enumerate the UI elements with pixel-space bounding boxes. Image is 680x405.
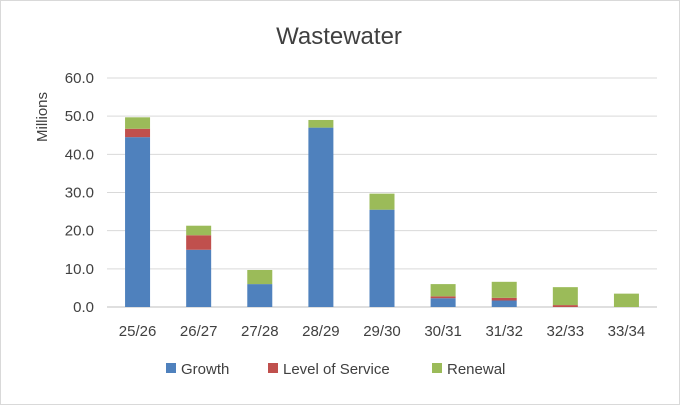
y-tick-label: 20.0 — [65, 223, 94, 240]
x-tick-label: 33/34 — [608, 323, 646, 340]
legend-label: Level of Service — [283, 361, 390, 378]
legend-swatch — [166, 363, 176, 373]
legend-swatch — [432, 363, 442, 373]
bar-segment-level-of-service — [430, 296, 456, 299]
y-tick-label: 40.0 — [65, 146, 94, 163]
bar-segment-level-of-service — [491, 297, 517, 301]
bar-segment-level-of-service — [186, 235, 212, 250]
bar-segment-level-of-service — [552, 305, 578, 307]
bar-segment-renewal — [552, 287, 578, 306]
chart-title: Wastewater — [276, 23, 402, 50]
legend-swatch — [268, 363, 278, 373]
legend-label: Renewal — [447, 361, 505, 378]
bar-segment-renewal — [430, 284, 456, 297]
x-tick-label: 27/28 — [241, 323, 279, 340]
y-tick-label: 50.0 — [65, 108, 94, 125]
legend: Growth Level of Service Renewal — [166, 361, 505, 378]
x-tick-label: 30/31 — [424, 323, 462, 340]
x-tick-label: 31/32 — [485, 323, 523, 340]
bar-segment-growth — [308, 127, 334, 307]
y-tick-label: 60.0 — [65, 70, 94, 87]
bar-segment-renewal — [247, 269, 273, 285]
bar-segment-growth — [369, 209, 395, 307]
x-tick-label: 25/26 — [119, 323, 157, 340]
bar-segment-renewal — [186, 225, 212, 236]
bar-segment-renewal — [125, 117, 151, 129]
bar-segment-level-of-service — [125, 128, 151, 138]
bar-segment-renewal — [613, 293, 639, 307]
x-tick-label: 29/30 — [363, 323, 401, 340]
bar-segment-growth — [186, 249, 212, 307]
y-tick-label: 0.0 — [73, 299, 94, 316]
bar-segment-growth — [247, 284, 273, 307]
x-tick-label: 32/33 — [547, 323, 585, 340]
y-tick-label: 30.0 — [65, 185, 94, 202]
y-tick-labels: 0.0 10.0 20.0 30.0 40.0 50.0 60.0 — [65, 70, 94, 316]
legend-label: Growth — [181, 361, 229, 378]
bar-segment-renewal — [369, 193, 395, 210]
bar-segment-growth — [430, 298, 456, 307]
x-tick-label: 28/29 — [302, 323, 340, 340]
y-tick-label: 10.0 — [65, 261, 94, 278]
x-tick-label: 26/27 — [180, 323, 218, 340]
x-tick-labels: 25/26 26/27 27/28 28/29 29/30 30/31 31/32 32/33… — [119, 323, 645, 340]
bar-segment-renewal — [308, 119, 334, 128]
bar-segment-renewal — [491, 281, 517, 298]
bar-segment-growth — [491, 300, 517, 307]
bar-segment-growth — [125, 137, 151, 307]
y-axis-label: Millions — [34, 92, 51, 142]
bar-stacks — [125, 117, 639, 307]
